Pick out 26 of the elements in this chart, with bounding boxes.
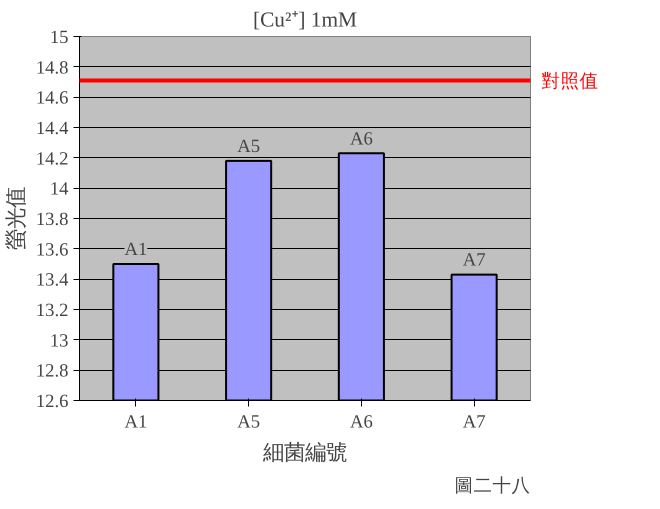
y-tick-label: 13.4 <box>36 270 70 291</box>
y-tick-label: 15 <box>50 27 68 48</box>
annotation: A7 <box>462 250 486 271</box>
x-tick-label: A5 <box>237 412 260 432</box>
y-tick-label: 12.8 <box>36 360 69 382</box>
y-tick-label: 13 <box>50 330 68 352</box>
y-tick-label: 13.8 <box>36 209 69 230</box>
y-tick-label: 14 <box>50 178 70 200</box>
x-axis-title: 細菌編號 <box>262 440 347 464</box>
y-tick-label: 13.2 <box>36 300 69 321</box>
x-tick-label: A7 <box>462 412 486 432</box>
annotation: A6 <box>350 128 373 150</box>
chart-title: [Cu²⁺] 1mM <box>252 8 358 32</box>
y-tick-label: 13.6 <box>36 239 69 260</box>
y-tick-label: 12.6 <box>36 391 69 412</box>
y-tick-label: 14.2 <box>36 148 69 170</box>
y-tick-label: 14.6 <box>36 88 69 109</box>
annotation: A1 <box>124 239 148 260</box>
annotation: A5 <box>237 136 260 157</box>
x-tick-label: A6 <box>350 412 373 432</box>
text: 圖二十八 <box>454 474 530 496</box>
y-tick-label: 14.8 <box>36 57 69 78</box>
x-tick-label: A1 <box>124 412 148 432</box>
y-tick-label: 14.4 <box>36 118 70 139</box>
y-axis-title: 螢光值 <box>4 187 28 250</box>
ref-line-label: 對照值 <box>542 70 598 91</box>
